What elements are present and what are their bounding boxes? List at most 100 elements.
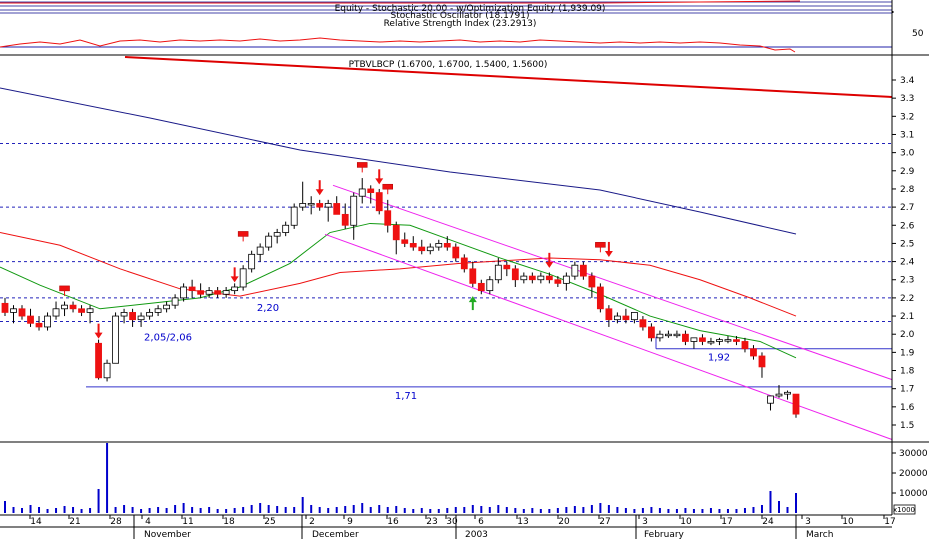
indicator-header-2: Stochastic Oscillator (18.1791)	[390, 11, 529, 21]
x-tick-label: 6	[478, 517, 484, 527]
candle-body	[44, 315, 51, 328]
x-tick-label: 3	[805, 517, 811, 527]
candle-body	[699, 337, 706, 342]
x-tick-label: 9	[347, 517, 353, 527]
candle-body	[222, 290, 230, 295]
candle-body	[137, 315, 145, 321]
candle-body	[282, 224, 290, 233]
candle-body	[579, 264, 587, 277]
candle-body	[716, 339, 723, 342]
candle-body	[180, 286, 188, 299]
candle-body	[613, 315, 621, 321]
candle-body	[231, 286, 239, 292]
candle-body	[146, 312, 153, 317]
candle-body	[494, 264, 502, 281]
candle-body	[460, 257, 468, 270]
candle-body	[299, 203, 307, 208]
x-ticks: 14 21 28 4 11 18 25 2 9 16 23 30 6 13 20 27 3 10 17 24 3 10 17	[29, 515, 896, 527]
candle-body	[61, 304, 68, 310]
chart-title: PTBVLBCP (1.6700, 1.6700, 1.5400, 1.5600…	[349, 60, 548, 70]
candle-body	[503, 264, 511, 270]
candle-body	[775, 393, 783, 397]
volume-unit-label: x1000	[893, 506, 915, 514]
candle-body	[27, 315, 34, 324]
long-term-red-line	[124, 56, 893, 98]
y-tick-label: 3.1	[900, 130, 914, 140]
y-tick-label: 1.6	[900, 403, 915, 413]
volume-tick-label: 10000	[899, 489, 928, 499]
annotation-192: 1,92	[708, 353, 730, 364]
candle-body	[273, 232, 281, 237]
candle-body	[537, 275, 545, 281]
moving-average-mid	[0, 232, 797, 317]
candle-body	[333, 203, 341, 215]
x-tick-label: 14	[30, 517, 42, 527]
indicator-header-1: Equity - Stochastic 20.00 - w/Optimizati…	[335, 4, 606, 14]
candle-body	[324, 203, 332, 208]
candles	[1, 178, 800, 418]
sell-arrow-head	[375, 178, 384, 185]
candle-body	[562, 275, 570, 284]
candle-body	[154, 308, 162, 313]
candle-body	[784, 391, 791, 395]
candle-body	[477, 282, 485, 292]
sell-arrow-head	[94, 332, 103, 339]
candle-body	[256, 246, 264, 255]
candle-body	[163, 304, 171, 310]
candle-body	[341, 213, 349, 226]
annotations: 2,20 2,05/2,06 1,92 1,71	[144, 303, 730, 402]
x-tick-label: 30	[446, 517, 458, 527]
month-label: November	[144, 530, 191, 539]
candle-body	[358, 188, 366, 197]
month-label: December	[312, 530, 359, 539]
y-tick-label: 1.5	[900, 421, 914, 431]
signal-flag	[382, 183, 393, 190]
candle-body	[103, 362, 111, 379]
candle-body	[95, 342, 102, 379]
candle-body	[528, 275, 536, 281]
candle-body	[401, 239, 409, 244]
y-tick-label: 2.9	[900, 167, 915, 177]
candle-body	[733, 339, 740, 342]
support-lines	[86, 336, 892, 388]
volume-bars	[4, 443, 797, 513]
candle-body	[630, 312, 638, 321]
volume-unit-box	[893, 504, 916, 515]
month-label: March	[806, 530, 833, 539]
candle-body	[682, 333, 689, 342]
rsi-line	[0, 37, 796, 53]
x-tick-label: 10	[842, 517, 854, 527]
y-tick-label: 3.4	[900, 76, 915, 86]
y-tick-label: 3.2	[900, 112, 914, 122]
candle-body	[443, 243, 451, 248]
candle-body	[571, 264, 579, 277]
candle-body	[426, 246, 434, 252]
candle-body	[469, 268, 477, 284]
candle-body	[792, 393, 800, 415]
candle-body	[554, 279, 562, 284]
candle-body	[18, 308, 26, 317]
y-tick-label: 2.1	[900, 312, 914, 322]
candle-body	[197, 290, 205, 295]
month-labels: November December 2003 February March	[133, 515, 833, 540]
x-tick-label: 25	[264, 517, 275, 527]
sell-arrow-head	[545, 261, 554, 268]
x-tick-label: 21	[69, 517, 80, 527]
candle-body	[120, 312, 128, 317]
signal-markers	[59, 162, 613, 339]
candle-body	[409, 243, 417, 248]
candle-body	[596, 286, 604, 310]
y-tick-label: 1.7	[900, 385, 914, 395]
candle-body	[239, 268, 247, 288]
indicator-upper-line	[0, 0, 801, 4]
candle-body	[665, 333, 672, 337]
x-tick-label: 4	[145, 517, 151, 527]
y-tick-label: 2.7	[900, 203, 914, 213]
sell-arrow-head	[230, 276, 239, 283]
candle-body	[214, 290, 222, 295]
x-tick-label: 17	[721, 517, 732, 527]
y-tick-label: 2.8	[900, 185, 915, 195]
candle-body	[707, 341, 715, 344]
candle-body	[639, 319, 647, 328]
